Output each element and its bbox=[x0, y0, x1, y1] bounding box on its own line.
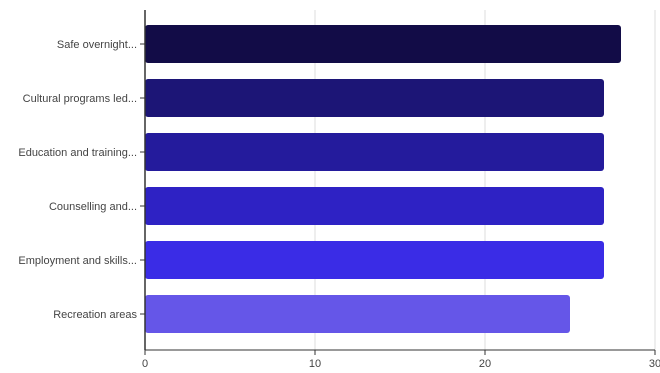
category-label-2: Cultural programs led... bbox=[23, 93, 137, 105]
bar-3 bbox=[145, 133, 604, 171]
grid-lines bbox=[314, 10, 656, 350]
bar-1 bbox=[145, 25, 621, 63]
category-label-5: Employment and skills... bbox=[18, 255, 137, 267]
bars bbox=[145, 25, 621, 333]
x-tick-label-10: 10 bbox=[309, 358, 321, 368]
category-label-4: Counselling and... bbox=[49, 201, 137, 213]
x-tick-label-30: 30 bbox=[649, 358, 660, 368]
axes bbox=[140, 10, 656, 355]
category-label-6: Recreation areas bbox=[53, 309, 137, 321]
x-tick-label-0: 0 bbox=[142, 358, 148, 368]
category-label-3: Education and training... bbox=[18, 147, 137, 159]
x-tick-label-20: 20 bbox=[479, 358, 491, 368]
category-labels: Safe overnight... Cultural programs led..… bbox=[18, 39, 137, 321]
bar-4 bbox=[145, 187, 604, 225]
bar-5 bbox=[145, 241, 604, 279]
bar-2 bbox=[145, 79, 604, 117]
category-label-1: Safe overnight... bbox=[57, 39, 137, 51]
bar-6 bbox=[145, 295, 570, 333]
x-tick-labels: 0 10 20 30 bbox=[142, 358, 660, 370]
